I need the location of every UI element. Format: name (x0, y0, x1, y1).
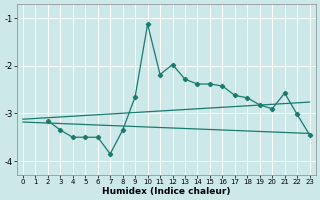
X-axis label: Humidex (Indice chaleur): Humidex (Indice chaleur) (102, 187, 230, 196)
